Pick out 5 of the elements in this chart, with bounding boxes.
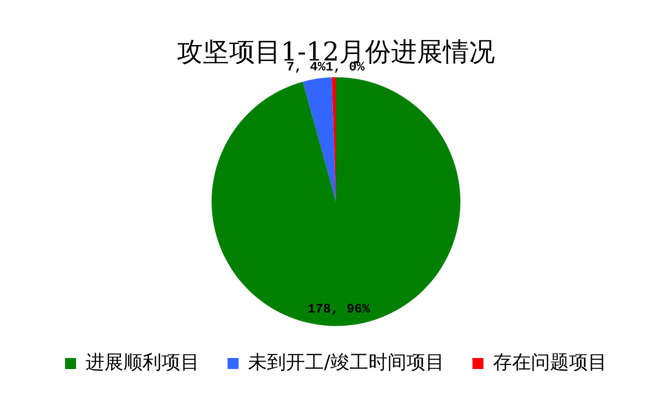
legend-label: 未到开工/竣工时间项目 <box>248 351 444 374</box>
data-label: 178, 96% <box>308 302 370 317</box>
legend-label: 进展顺利项目 <box>86 351 200 374</box>
data-label: 7, 4% <box>286 59 326 74</box>
legend-label: 存在问题项目 <box>492 351 607 374</box>
